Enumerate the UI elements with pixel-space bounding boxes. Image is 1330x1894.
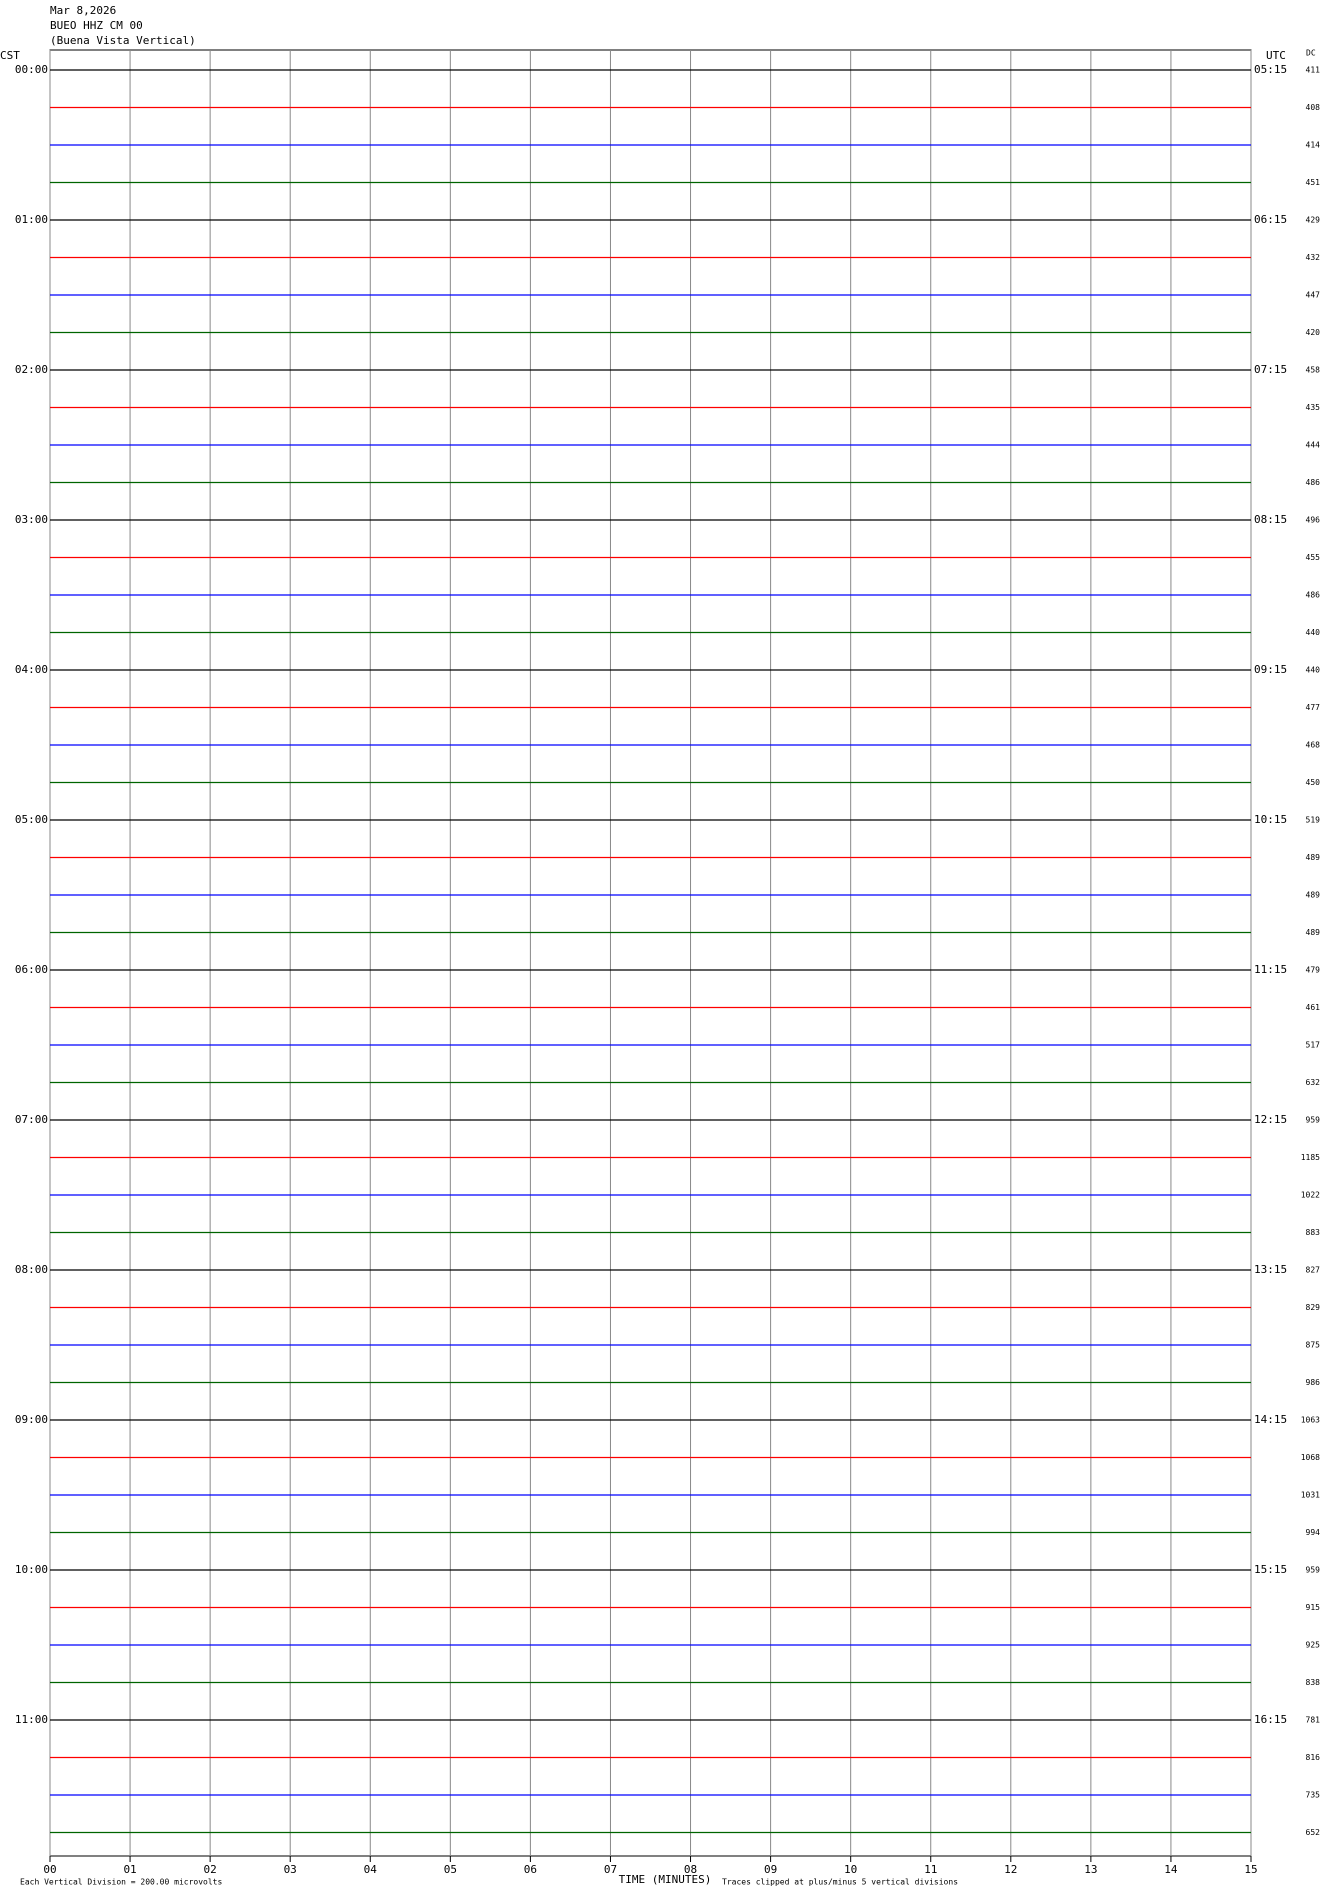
dc-value: 440 [1306,666,1321,675]
dc-value: 455 [1306,553,1321,562]
utc-label: 08:15 [1254,513,1287,526]
cst-label: 06:00 [15,963,48,976]
x-tick-label: 00 [43,1863,56,1876]
dc-value: 458 [1306,366,1321,375]
utc-label: 13:15 [1254,1263,1287,1276]
cst-label: 04:00 [15,663,48,676]
plot-frame [49,49,1252,1857]
dc-value: 816 [1306,1753,1321,1762]
cst-label: 00:00 [15,63,48,76]
x-tick-label: 09 [764,1863,777,1876]
dc-value: 1068 [1301,1453,1320,1462]
x-tick-label: 01 [123,1863,136,1876]
dc-value: 489 [1306,928,1321,937]
dc-value: 986 [1306,1378,1321,1387]
x-tick-label: 10 [844,1863,857,1876]
cst-label: 05:00 [15,813,48,826]
dc-value: 1022 [1301,1191,1320,1200]
dc-value: 486 [1306,591,1321,600]
x-tick-label: 03 [284,1863,297,1876]
date: Mar 8,2026 [50,4,116,17]
dc-value: 477 [1306,703,1321,712]
right-axis-label: UTC [1266,49,1286,62]
dc-value: 517 [1306,1041,1321,1050]
dc-value: 1185 [1301,1153,1320,1162]
cst-label: 09:00 [15,1413,48,1426]
dc-value: 925 [1306,1641,1321,1650]
dc-value: 829 [1306,1303,1321,1312]
x-tick-label: 15 [1244,1863,1257,1876]
x-axis-title: TIME (MINUTES) [619,1873,712,1886]
dc-value: 429 [1306,216,1321,225]
utc-label: 05:15 [1254,63,1287,76]
dc-value: 461 [1306,1003,1321,1012]
x-tick-label: 12 [1004,1863,1017,1876]
dc-value: 486 [1306,478,1321,487]
dc-value: 489 [1306,891,1321,900]
left-axis-label: CST [0,49,20,62]
utc-label: 11:15 [1254,963,1287,976]
dc-value: 1031 [1301,1491,1320,1500]
cst-label: 08:00 [15,1263,48,1276]
utc-label: 16:15 [1254,1713,1287,1726]
dc-value: 735 [1306,1791,1321,1800]
x-tick-label: 04 [364,1863,378,1876]
dc-value: 959 [1306,1566,1321,1575]
dc-value: 440 [1306,628,1321,637]
dc-value: 632 [1306,1078,1321,1087]
cst-label: 07:00 [15,1113,48,1126]
station: BUEO HHZ CM 00 [50,19,143,32]
dc-value: 411 [1306,66,1321,75]
dc-value: 450 [1306,778,1321,787]
utc-label: 14:15 [1254,1413,1287,1426]
utc-label: 06:15 [1254,213,1287,226]
utc-label: 07:15 [1254,363,1287,376]
dc-value: 1063 [1301,1416,1320,1425]
cst-label: 02:00 [15,363,48,376]
dc-value: 781 [1306,1716,1321,1725]
footer-left: Each Vertical Division = 200.00 microvol… [20,1878,222,1887]
dc-value: 959 [1306,1116,1321,1125]
dc-value: 652 [1306,1828,1321,1837]
dc-value: 451 [1306,178,1321,187]
dc-value: 994 [1306,1528,1321,1537]
x-tick-label: 07 [604,1863,617,1876]
x-tick-label: 08 [684,1863,697,1876]
cst-label: 01:00 [15,213,48,226]
x-tick-label: 06 [524,1863,537,1876]
cst-label: 03:00 [15,513,48,526]
footer-right: Traces clipped at plus/minus 5 vertical … [722,1878,958,1887]
x-tick-label: 13 [1084,1863,1097,1876]
dc-value: 915 [1306,1603,1321,1612]
utc-label: 09:15 [1254,663,1287,676]
dc-value: 444 [1306,441,1321,450]
dc-value: 838 [1306,1678,1321,1687]
dc-value: 435 [1306,403,1321,412]
dc-value: 496 [1306,516,1321,525]
dc-value: 827 [1306,1266,1321,1275]
dc-value: 408 [1306,103,1321,112]
utc-label: 15:15 [1254,1563,1287,1576]
x-tick-label: 05 [444,1863,457,1876]
dc-value: 875 [1306,1341,1321,1350]
location: (Buena Vista Vertical) [50,34,196,47]
dc-value: 519 [1306,816,1321,825]
utc-label: 10:15 [1254,813,1287,826]
dc-value: 414 [1306,141,1321,150]
x-tick-label: 11 [924,1863,937,1876]
x-tick-label: 02 [204,1863,217,1876]
dc-value: 432 [1306,253,1321,262]
dc-value: 447 [1306,291,1321,300]
dc-value: 420 [1306,328,1321,337]
x-tick-label: 14 [1164,1863,1178,1876]
cst-label: 10:00 [15,1563,48,1576]
utc-label: 12:15 [1254,1113,1287,1126]
dc-value: 479 [1306,966,1321,975]
dc-value: 883 [1306,1228,1321,1237]
cst-label: 11:00 [15,1713,48,1726]
dc-value: 468 [1306,741,1321,750]
dc-label: DC [1306,49,1316,58]
dc-value: 489 [1306,853,1321,862]
